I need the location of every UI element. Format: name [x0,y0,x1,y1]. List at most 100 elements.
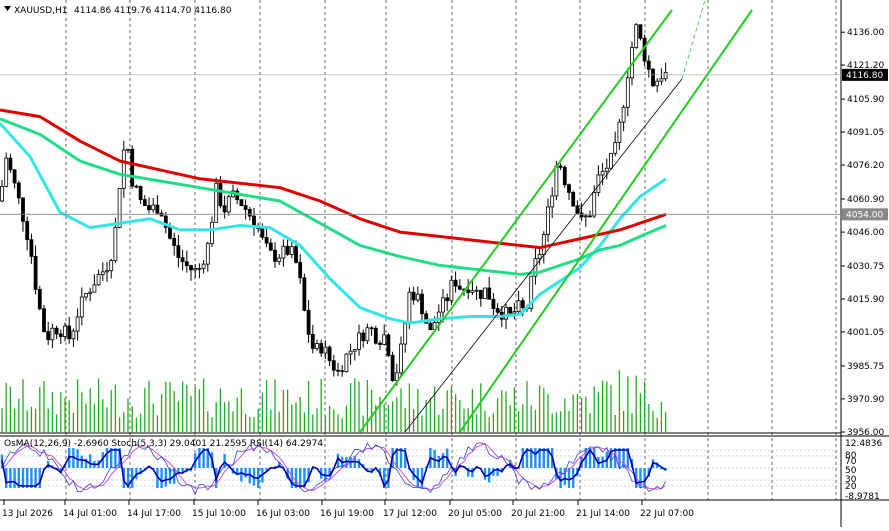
candle [449,275,454,305]
oscillator-tick-label: 12.4836 [845,439,882,449]
candle [109,258,114,279]
candle [378,340,382,351]
candle [176,234,181,268]
candle [365,323,370,345]
candle [558,163,563,171]
candle [298,254,303,284]
price-tick-label: 3956.00 [847,428,884,438]
candle [352,349,357,361]
candle [193,264,198,279]
candle [403,320,408,353]
channel-line [359,9,673,433]
candle [197,263,202,279]
candle [583,214,588,227]
candle [79,287,84,326]
candle [613,131,618,157]
candle [54,325,59,339]
time-tick-label: 20 Jul 05:00 [448,509,502,519]
candle [512,303,517,320]
candle [373,325,378,345]
candle [8,153,13,174]
oscillator-tick-label: 70 [845,457,857,467]
candle [205,241,210,272]
oscillator-tick-label: -8.9781 [845,492,880,502]
time-tick-label: 21 Jul 14:00 [576,509,630,519]
candle [134,184,139,189]
candle [277,254,282,265]
candle [29,233,34,264]
candle [12,169,17,189]
candle [466,279,471,300]
candle [315,339,319,352]
price-tick-label: 4076.20 [847,161,884,171]
ema-red-line [0,108,667,250]
candle [491,292,496,316]
time-tick-label: 14 Jul 17:00 [127,509,181,519]
ema-green-line [0,117,667,276]
price-tick-label: 4136.00 [847,28,884,38]
candle [180,249,185,271]
candle [239,199,244,207]
candle [100,262,105,282]
dropdown-arrow-icon[interactable] [4,6,11,11]
candle [46,321,51,345]
chart-header: XAUUSD,H1 4114.86 4119.76 4114.70 4116.8… [4,6,232,16]
ohlc-values: 4114.86 4119.76 4114.70 4116.80 [74,6,232,16]
candle [75,308,80,341]
channel-midline [404,78,683,433]
candle [588,210,592,218]
candle [214,177,219,223]
candle [663,62,668,82]
oscillator-tick-label: 80 [845,451,857,461]
time-tick-label: 15 Jul 10:00 [192,509,246,519]
candle [117,187,122,229]
candle [323,340,328,360]
symbol-timeframe: XAUUSD,H1 [14,6,68,16]
candle [651,67,655,88]
candle [189,264,193,281]
oscillator-tick-label: 20 [845,482,857,492]
price-tick-label: 4015.90 [847,295,884,305]
candle [310,324,315,354]
marked-level-tag-bg [842,208,888,221]
candle [600,162,605,185]
candle [130,145,135,189]
oscillator-tick-label: 50 [845,466,857,476]
candle [264,226,269,248]
candle [84,293,88,301]
candle [302,273,307,312]
candle [243,199,248,220]
candle [483,287,487,299]
candle [478,289,483,307]
candle [441,289,445,323]
candle [415,286,420,303]
time-tick-label: 16 Jul 19:00 [320,509,374,519]
candle [642,34,647,66]
price-tick-label: 4121.20 [847,61,884,71]
candle [92,274,97,293]
candle [638,24,643,41]
time-tick-label: 22 Jul 07:00 [640,509,694,519]
candle [516,290,521,315]
candle [546,198,550,243]
candle [281,239,286,267]
candle [16,181,21,205]
candle [399,336,403,377]
candle [37,285,42,311]
candle [571,190,576,207]
candle [289,239,294,259]
candle [25,216,30,251]
candle [126,148,130,154]
candle [327,345,332,367]
candle [58,329,63,345]
candle [138,185,143,205]
current-price-tag-bg [842,68,888,81]
candle [357,324,361,356]
time-tick-label: 20 Jul 21:00 [511,509,565,519]
price-tick-label: 3970.90 [847,395,884,405]
candle [340,365,345,377]
oscillator-header: OsMA(12,26,9) -2.6960 Stoch(5,3,3) 29.04… [4,439,323,449]
candle [348,343,353,365]
